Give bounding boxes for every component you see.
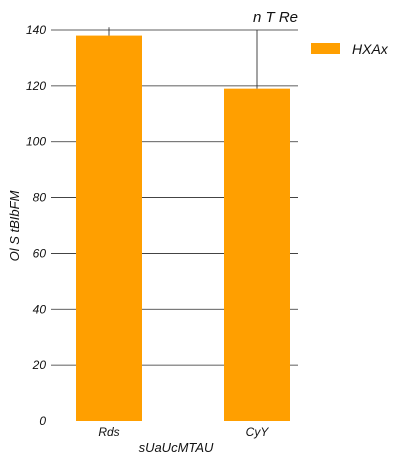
y-tick-label-140: 140 xyxy=(26,23,46,37)
bar-cyy xyxy=(224,88,290,422)
bars xyxy=(76,35,290,422)
x-tick-labels: Rds CyY xyxy=(98,425,269,439)
y-tick-label-20: 20 xyxy=(32,358,47,372)
error-bars xyxy=(108,27,258,89)
x-axis-label: sUaUcMTAU xyxy=(139,440,214,455)
y-axis-label: Ol S tBIbFM xyxy=(7,190,22,261)
chart-title: n T Re xyxy=(253,9,298,26)
y-tick-label-120: 120 xyxy=(26,79,46,93)
y-tick-label-60: 60 xyxy=(33,246,47,260)
bar-rds xyxy=(76,35,142,421)
x-tick-label-rds: Rds xyxy=(98,425,119,439)
y-tick-label-100: 100 xyxy=(26,135,46,149)
legend-label: HXAx xyxy=(352,41,389,57)
y-tick-label-0: 0 xyxy=(39,414,46,428)
y-tick-label-40: 40 xyxy=(33,302,47,316)
legend-swatch xyxy=(311,43,340,54)
legend: HXAx xyxy=(311,41,389,57)
y-tick-labels: 0 20 40 60 80 100 120 140 xyxy=(26,23,46,428)
x-tick-label-cyy: CyY xyxy=(246,425,270,439)
y-tick-label-80: 80 xyxy=(33,191,47,205)
